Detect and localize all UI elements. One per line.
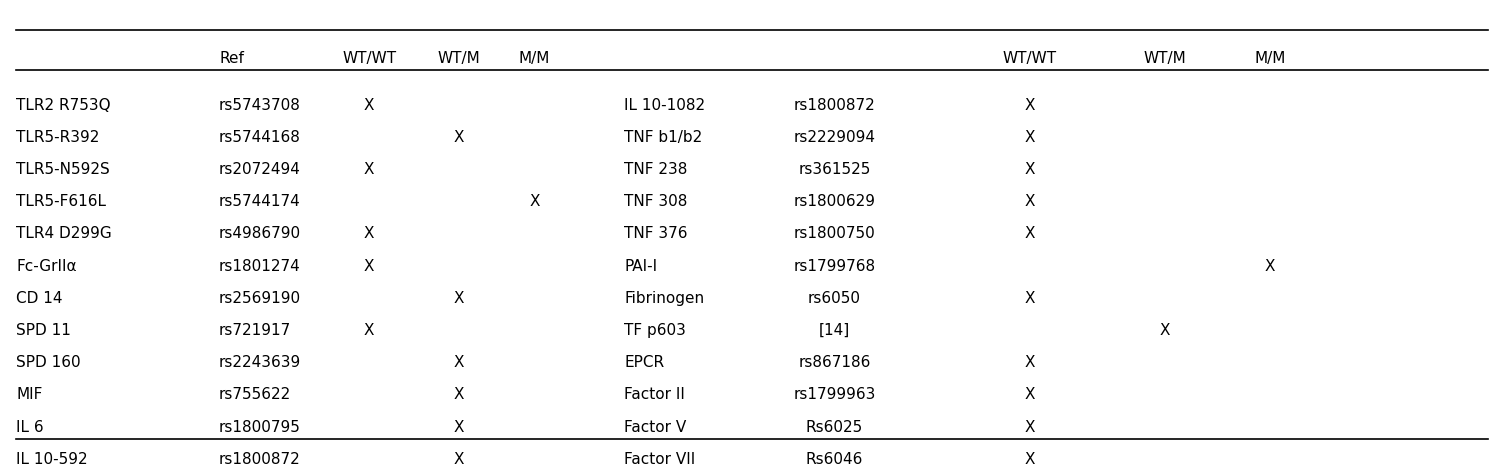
Text: TLR4 D299G: TLR4 D299G xyxy=(17,226,113,241)
Text: M/M: M/M xyxy=(1254,51,1286,66)
Text: TLR5-R392: TLR5-R392 xyxy=(17,130,99,145)
Text: [14]: [14] xyxy=(820,323,850,338)
Text: TNF 238: TNF 238 xyxy=(624,162,687,177)
Text: X: X xyxy=(1024,98,1035,113)
Text: X: X xyxy=(1024,162,1035,177)
Text: rs5744168: rs5744168 xyxy=(220,130,301,145)
Text: rs1800872: rs1800872 xyxy=(220,452,301,465)
Text: rs5743708: rs5743708 xyxy=(220,98,301,113)
Text: MIF: MIF xyxy=(17,387,42,402)
Text: X: X xyxy=(364,162,374,177)
Text: TF p603: TF p603 xyxy=(624,323,686,338)
Text: IL 6: IL 6 xyxy=(17,419,44,435)
Text: IL 10-1082: IL 10-1082 xyxy=(624,98,705,113)
Text: X: X xyxy=(364,259,374,273)
Text: rs1800629: rs1800629 xyxy=(794,194,875,209)
Text: X: X xyxy=(454,130,465,145)
Text: X: X xyxy=(364,226,374,241)
Text: WT/WT: WT/WT xyxy=(341,51,396,66)
Text: PAI-I: PAI-I xyxy=(624,259,657,273)
Text: X: X xyxy=(1265,259,1275,273)
Text: Fibrinogen: Fibrinogen xyxy=(624,291,704,306)
Text: X: X xyxy=(1024,387,1035,402)
Text: X: X xyxy=(1024,194,1035,209)
Text: CD 14: CD 14 xyxy=(17,291,63,306)
Text: Rs6025: Rs6025 xyxy=(806,419,863,435)
Text: X: X xyxy=(1024,452,1035,465)
Text: TLR5-N592S: TLR5-N592S xyxy=(17,162,110,177)
Text: X: X xyxy=(454,387,465,402)
Text: rs1800872: rs1800872 xyxy=(794,98,875,113)
Text: X: X xyxy=(454,355,465,370)
Text: rs1801274: rs1801274 xyxy=(220,259,301,273)
Text: TNF b1/b2: TNF b1/b2 xyxy=(624,130,702,145)
Text: rs2229094: rs2229094 xyxy=(794,130,875,145)
Text: X: X xyxy=(1160,323,1170,338)
Text: X: X xyxy=(1024,419,1035,435)
Text: Ref: Ref xyxy=(220,51,244,66)
Text: X: X xyxy=(1024,291,1035,306)
Text: EPCR: EPCR xyxy=(624,355,665,370)
Text: WT/M: WT/M xyxy=(1143,51,1187,66)
Text: X: X xyxy=(1024,226,1035,241)
Text: rs1799768: rs1799768 xyxy=(794,259,875,273)
Text: X: X xyxy=(1024,355,1035,370)
Text: rs5744174: rs5744174 xyxy=(220,194,301,209)
Text: WT/M: WT/M xyxy=(438,51,481,66)
Text: Factor II: Factor II xyxy=(624,387,686,402)
Text: TLR2 R753Q: TLR2 R753Q xyxy=(17,98,111,113)
Text: rs4986790: rs4986790 xyxy=(220,226,301,241)
Text: rs6050: rs6050 xyxy=(808,291,862,306)
Text: rs721917: rs721917 xyxy=(220,323,292,338)
Text: rs1800795: rs1800795 xyxy=(220,419,301,435)
Text: rs2072494: rs2072494 xyxy=(220,162,301,177)
Text: X: X xyxy=(364,98,374,113)
Text: rs755622: rs755622 xyxy=(220,387,292,402)
Text: X: X xyxy=(454,452,465,465)
Text: SPD 160: SPD 160 xyxy=(17,355,81,370)
Text: WT/WT: WT/WT xyxy=(1003,51,1057,66)
Text: M/M: M/M xyxy=(519,51,550,66)
Text: X: X xyxy=(1024,130,1035,145)
Text: rs2569190: rs2569190 xyxy=(220,291,301,306)
Text: rs1800750: rs1800750 xyxy=(794,226,875,241)
Text: TLR5-F616L: TLR5-F616L xyxy=(17,194,107,209)
Text: SPD 11: SPD 11 xyxy=(17,323,71,338)
Text: X: X xyxy=(454,291,465,306)
Text: Factor VII: Factor VII xyxy=(624,452,696,465)
Text: Factor V: Factor V xyxy=(624,419,687,435)
Text: X: X xyxy=(529,194,540,209)
Text: X: X xyxy=(364,323,374,338)
Text: rs2243639: rs2243639 xyxy=(220,355,301,370)
Text: X: X xyxy=(454,419,465,435)
Text: TNF 308: TNF 308 xyxy=(624,194,687,209)
Text: TNF 376: TNF 376 xyxy=(624,226,687,241)
Text: IL 10-592: IL 10-592 xyxy=(17,452,89,465)
Text: rs361525: rs361525 xyxy=(799,162,871,177)
Text: rs867186: rs867186 xyxy=(799,355,871,370)
Text: rs1799963: rs1799963 xyxy=(794,387,875,402)
Text: Rs6046: Rs6046 xyxy=(806,452,863,465)
Text: Fc-GrIIα: Fc-GrIIα xyxy=(17,259,77,273)
